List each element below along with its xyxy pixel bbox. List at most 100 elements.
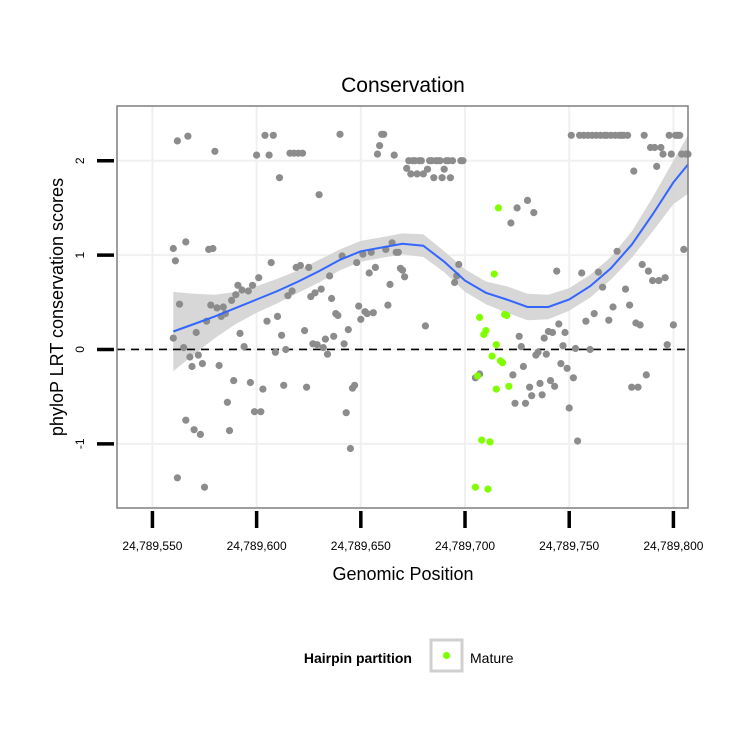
point-mature-6 — [484, 485, 492, 493]
point-other-164 — [551, 382, 559, 390]
point-other-83 — [340, 340, 348, 348]
x-tick-label-4: 24,789,750 — [539, 539, 599, 553]
point-other-130 — [438, 174, 446, 182]
point-other-84 — [342, 409, 350, 417]
point-mature-14 — [498, 359, 507, 367]
point-mature-10 — [492, 385, 500, 393]
point-other-74 — [321, 335, 329, 343]
point-other-152 — [526, 383, 534, 391]
point-other-131 — [440, 165, 448, 173]
point-other-118 — [413, 170, 421, 178]
point-other-160 — [542, 350, 550, 358]
point-other-21 — [209, 244, 217, 253]
point-other-58 — [288, 287, 296, 295]
point-other-32 — [232, 291, 240, 299]
points-other — [169, 130, 692, 491]
point-other-175 — [574, 437, 582, 445]
point-other-3 — [173, 137, 181, 145]
loess-smooth-line — [172, 163, 689, 333]
point-other-199 — [624, 131, 632, 139]
point-other-86 — [346, 444, 354, 453]
point-other-22 — [211, 147, 219, 155]
point-mature-1 — [473, 372, 482, 380]
point-other-10 — [186, 353, 194, 361]
x-axis: 24,789,550 24,789,600 24,789,650 24,789,700… — [122, 511, 704, 553]
point-other-154 — [530, 209, 538, 217]
point-other-12 — [190, 426, 198, 434]
point-other-73 — [319, 344, 327, 352]
point-other-97 — [369, 309, 377, 317]
point-other-34 — [236, 329, 244, 337]
point-other-149 — [519, 362, 528, 371]
point-mature-17 — [505, 382, 513, 390]
point-other-31 — [230, 377, 238, 385]
point-other-111 — [398, 266, 407, 274]
plot-panel — [116, 105, 692, 509]
point-other-173 — [569, 374, 578, 382]
point-other-77 — [328, 294, 336, 303]
point-other-0 — [169, 244, 177, 253]
point-other-65 — [303, 383, 311, 391]
point-other-148 — [517, 343, 525, 351]
point-other-98 — [371, 263, 379, 271]
point-other-109 — [394, 248, 402, 256]
point-other-185 — [594, 268, 603, 276]
point-other-181 — [586, 345, 594, 354]
point-other-134 — [446, 174, 454, 182]
point-other-209 — [644, 267, 653, 275]
point-other-157 — [536, 379, 544, 387]
point-other-43 — [257, 408, 265, 416]
point-other-219 — [665, 131, 673, 139]
point-other-120 — [417, 157, 425, 165]
point-other-62 — [296, 261, 304, 270]
point-other-48 — [267, 259, 275, 267]
point-other-66 — [305, 263, 313, 271]
point-other-107 — [390, 151, 398, 159]
point-other-71 — [315, 191, 323, 199]
point-other-206 — [638, 260, 646, 269]
point-other-51 — [273, 312, 282, 320]
y-axis-title: phyloP LRT conservation scores — [47, 178, 67, 436]
point-other-170 — [563, 364, 571, 372]
x-tick-label-1: 24,789,600 — [227, 539, 287, 553]
point-other-212 — [651, 143, 659, 152]
point-other-81 — [336, 130, 344, 138]
legend-key-mature-dot — [442, 651, 451, 660]
point-other-89 — [353, 259, 361, 267]
point-other-174 — [571, 344, 580, 353]
point-other-179 — [582, 317, 590, 325]
point-other-94 — [363, 310, 371, 318]
point-other-45 — [261, 131, 269, 139]
point-other-63 — [298, 149, 307, 157]
y-tick-label-3: 2 — [73, 157, 87, 164]
point-other-13 — [192, 328, 200, 337]
point-mature-7 — [486, 438, 494, 446]
point-other-211 — [649, 277, 657, 285]
point-other-37 — [244, 287, 252, 295]
point-other-163 — [548, 328, 557, 337]
point-other-140 — [459, 157, 467, 165]
point-other-169 — [561, 328, 569, 337]
point-other-88 — [351, 381, 359, 389]
x-tick-label-2: 24,789,650 — [331, 539, 391, 553]
point-other-95 — [365, 269, 373, 277]
y-axis: -1 0 1 2 — [73, 157, 114, 449]
confidence-band-layer — [173, 135, 689, 372]
point-other-220 — [667, 150, 675, 158]
point-other-192 — [609, 303, 617, 311]
point-other-187 — [599, 283, 607, 291]
point-mature-9 — [490, 270, 498, 278]
x-axis-title: Genomic Position — [332, 564, 473, 584]
point-other-183 — [590, 310, 598, 318]
point-other-38 — [246, 378, 254, 387]
point-other-202 — [630, 167, 638, 175]
point-other-33 — [234, 281, 242, 289]
point-other-213 — [653, 162, 661, 170]
point-other-100 — [376, 142, 384, 150]
point-other-64 — [301, 327, 309, 335]
point-other-14 — [194, 351, 202, 359]
point-other-167 — [557, 360, 565, 368]
point-other-92 — [359, 250, 367, 258]
point-other-47 — [265, 151, 273, 159]
point-other-16 — [198, 360, 206, 368]
